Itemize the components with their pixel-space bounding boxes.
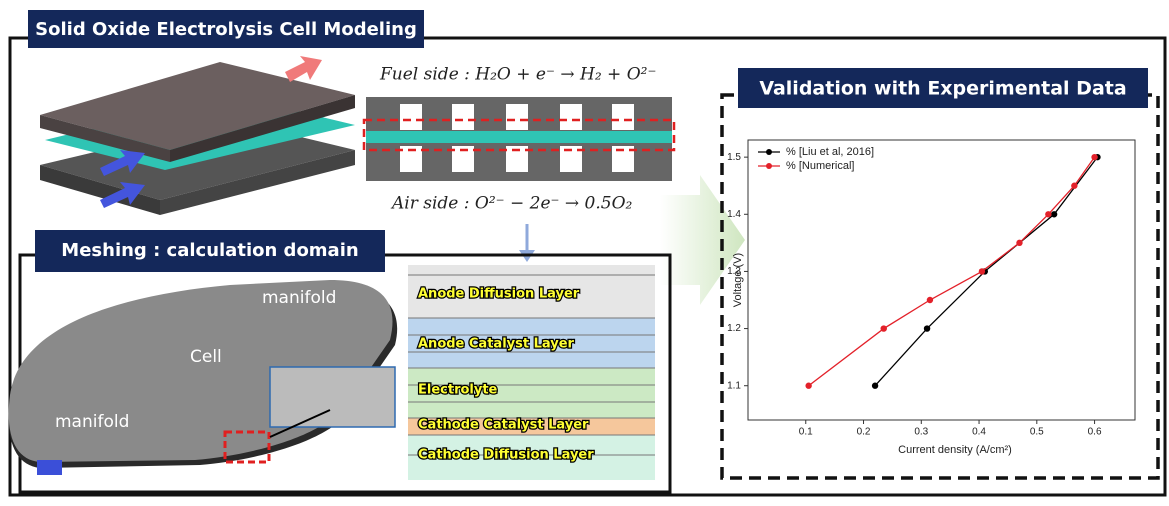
layer-label: Cathode Diffusion Layer	[418, 448, 594, 463]
legend-label: % [Numerical]	[786, 160, 854, 172]
point	[1071, 183, 1077, 189]
point	[1016, 240, 1022, 246]
point	[872, 383, 878, 389]
series-line	[809, 157, 1095, 386]
validation-title: Validation with Experimental Data	[759, 78, 1126, 100]
x-tick-label: 0.3	[914, 427, 928, 438]
legend-label: % [Liu et al, 2016]	[786, 146, 874, 158]
legend-marker	[766, 163, 772, 169]
x-axis-label: Current density (A/cm²)	[898, 444, 1012, 456]
point	[881, 325, 887, 331]
x-tick-label: 0.6	[1088, 427, 1102, 438]
y-tick-label: 1.4	[727, 209, 741, 220]
x-tick-label: 0.1	[799, 427, 813, 438]
point	[924, 325, 930, 331]
title: Solid Oxide Electrolysis Cell Modeling	[35, 19, 417, 40]
figure: Solid Oxide Electrolysis Cell Modeling F…	[0, 0, 1169, 502]
meshing-title: Meshing : calculation domain	[61, 240, 358, 261]
mesh-image	[9, 280, 397, 475]
legend-marker	[766, 149, 772, 155]
mesh-label: manifold	[262, 288, 336, 308]
air-reaction: Air side : O²⁻ − 2e⁻ → 0.5O₂	[390, 194, 633, 214]
y-tick-label: 1.1	[727, 380, 741, 391]
layer-label: Electrolyte	[418, 383, 498, 398]
x-tick-label: 0.4	[972, 427, 986, 438]
x-tick-label: 0.2	[857, 427, 871, 438]
point	[979, 268, 985, 274]
layer-label: Anode Catalyst Layer	[418, 337, 575, 352]
point	[1051, 211, 1057, 217]
layer-label: Cathode Catalyst Layer	[418, 418, 589, 433]
y-tick-label: 1.5	[727, 152, 741, 163]
mesh-label: Cell	[190, 347, 222, 367]
mesh-label: manifold	[55, 412, 129, 432]
y-axis-label: Voltage (V)	[732, 253, 744, 307]
fuel-reaction: Fuel side : H₂O + e⁻ → H₂ + O²⁻	[379, 65, 656, 85]
x-tick-label: 0.5	[1030, 427, 1044, 438]
channel-diagram	[364, 97, 674, 181]
point	[1091, 154, 1097, 160]
point	[927, 297, 933, 303]
chart: 0.1 0.2 0.3 0.4 0.5 0.6 1.1 1.2 1.3 1.4 1.5 % [Liu …	[727, 146, 1102, 438]
cell-stack	[40, 56, 355, 215]
point	[805, 383, 811, 389]
point	[1045, 211, 1051, 217]
layer-label: Anode Diffusion Layer	[418, 287, 580, 302]
y-tick-label: 1.3	[727, 266, 741, 277]
y-tick-label: 1.2	[727, 323, 741, 334]
